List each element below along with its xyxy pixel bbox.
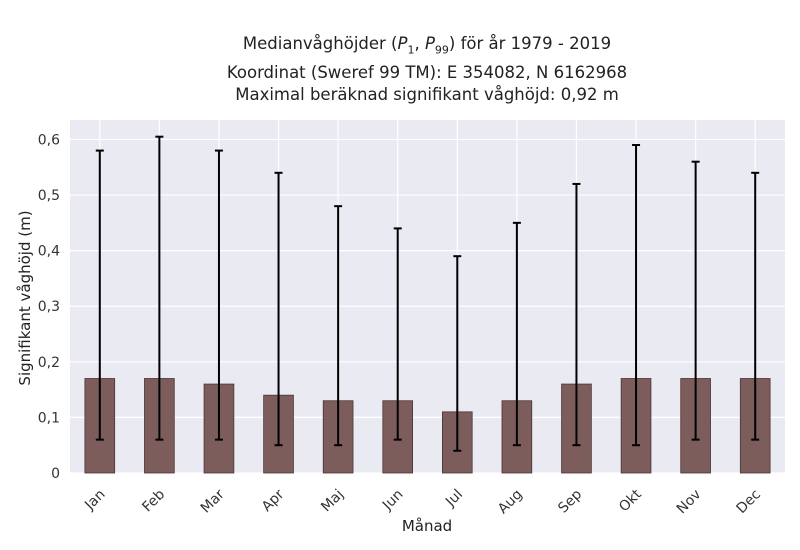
x-tick-label-apr: Apr bbox=[259, 486, 288, 515]
y-tick-label: 0,4 bbox=[38, 244, 60, 260]
x-axis-label: Månad bbox=[402, 517, 452, 535]
error-bar-feb bbox=[155, 135, 164, 441]
y-tick-label: 0,5 bbox=[38, 188, 60, 204]
error-bar-sep bbox=[572, 182, 581, 447]
chart-title-line-2: Koordinat (Sweref 99 TM): E 354082, N 61… bbox=[226, 62, 628, 82]
error-bar-okt bbox=[632, 144, 641, 447]
y-axis-ticks: 0 0,1 0,2 0,3 0,4 0,5 0,6 bbox=[38, 132, 60, 482]
error-bar-aug bbox=[512, 221, 521, 447]
chart-title-line-3: Maximal beräknad signifikant våghöjd: 0,… bbox=[235, 85, 619, 105]
y-tick-label: 0,3 bbox=[38, 299, 60, 315]
x-tick-label-nov: Nov bbox=[674, 487, 705, 518]
error-bar-apr bbox=[274, 171, 283, 447]
y-tick-label: 0,1 bbox=[38, 410, 60, 426]
error-bar-dec bbox=[751, 171, 760, 441]
error-bar-nov bbox=[691, 160, 700, 441]
error-bar-jan bbox=[95, 149, 104, 441]
x-tick-label-aug: Aug bbox=[495, 487, 526, 518]
x-tick-label-jul: Jul bbox=[442, 487, 466, 511]
x-tick-label-dec: Dec bbox=[734, 487, 764, 517]
y-axis-label: Signifikant våghöjd (m) bbox=[16, 210, 34, 385]
x-tick-label-okt: Okt bbox=[616, 486, 645, 515]
plot-area bbox=[70, 120, 785, 473]
x-tick-label-jan: Jan bbox=[81, 487, 108, 514]
y-tick-label: 0,6 bbox=[38, 132, 60, 148]
chart-title-line-1: Medianvåghöjder (P1, P99) för år 1979 - … bbox=[242, 34, 612, 57]
error-bars bbox=[95, 135, 760, 452]
x-axis-ticks: Jan Feb Mar Apr Maj Jun Jul Aug Sep Okt Nov Dec bbox=[81, 486, 764, 517]
x-tick-label-maj: Maj bbox=[318, 487, 347, 516]
error-bar-jun bbox=[393, 227, 402, 441]
x-tick-label-sep: Sep bbox=[555, 486, 585, 516]
error-bar-maj bbox=[334, 205, 343, 447]
chart-title: Medianvåghöjder (P1, P99) för år 1979 - … bbox=[0, 33, 800, 107]
error-bar-jul bbox=[453, 255, 462, 452]
y-tick-label: 0,2 bbox=[38, 355, 60, 371]
x-tick-label-mar: Mar bbox=[198, 486, 228, 516]
y-tick-label: 0 bbox=[51, 466, 60, 482]
x-tick-label-feb: Feb bbox=[139, 486, 168, 515]
error-bar-mar bbox=[214, 149, 223, 441]
x-tick-label-jun: Jun bbox=[379, 487, 406, 514]
